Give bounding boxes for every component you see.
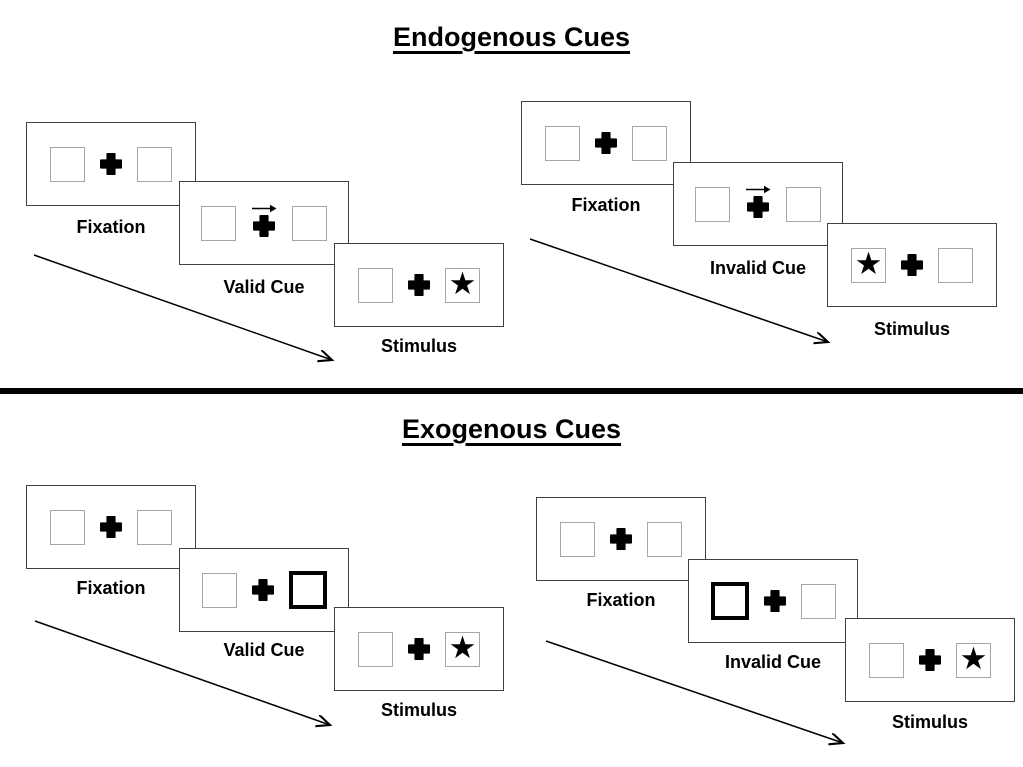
left-placeholder-box [50,509,85,545]
left-placeholder-box [201,572,237,608]
right-placeholder-box [786,186,821,222]
valid-cue-label: Valid Cue [223,277,305,297]
section-divider [0,388,1023,394]
left-target-box: ★ [851,245,886,283]
endogenous-valid-cue-panel [179,181,349,265]
invalid-cue-label: Invalid Cue [724,652,822,672]
valid-cue-label: Valid Cue [223,640,305,660]
left-placeholder-box [560,521,595,557]
left-placeholder-box [695,186,730,222]
fixation-cross-icon [747,195,769,218]
left-highlighted-cue-box [710,582,749,620]
time-arrow-icon [33,254,340,366]
endogenous-valid-fixation-panel [26,122,196,206]
right-placeholder-box [137,509,172,545]
endogenous-section-title: Endogenous Cues [392,22,630,52]
time-arrow-icon [34,620,341,730]
fixation-label: Fixation [586,590,656,610]
right-target-box: ★ [956,640,991,678]
endogenous-invalid-stimulus-panel: ★ [827,223,997,307]
exogenous-invalid-stimulus-panel: ★ [845,618,1015,702]
fixation-cross-icon [901,254,923,276]
fixation-cross-icon [408,638,430,660]
star-stimulus-icon: ★ [854,245,883,282]
left-placeholder-box [201,205,236,241]
right-placeholder-box [632,125,667,161]
right-placeholder-box [938,247,973,283]
fixation-label: Fixation [571,195,641,215]
stimulus-label: Stimulus [380,336,457,356]
exogenous-valid-stimulus-panel: ★ [334,607,504,691]
left-placeholder-box [50,146,85,182]
right-placeholder-box [647,521,682,557]
fixation-cross-icon [251,579,274,601]
time-arrow-icon [529,238,836,348]
stimulus-label: Stimulus [380,700,457,720]
left-placeholder-box [545,125,580,161]
right-placeholder-box [137,146,172,182]
stimulus-label: Stimulus [873,319,950,339]
star-stimulus-icon: ★ [448,629,477,666]
left-placeholder-box [358,267,393,303]
endogenous-invalid-cue-panel [673,162,843,246]
arrow-cue-icon [746,185,771,193]
right-placeholder-box [800,583,836,619]
fixation-cross-icon [408,274,430,296]
exogenous-valid-cue-panel [179,548,349,632]
fixation-label: Fixation [76,578,146,598]
star-stimulus-icon: ★ [959,640,988,677]
exogenous-invalid-cue-panel [688,559,858,643]
right-placeholder-box [292,205,327,241]
fixation-label: Fixation [76,217,146,237]
star-stimulus-icon: ★ [448,265,477,302]
time-arrow-icon [545,640,852,748]
arrow-cue-icon [252,204,277,212]
endogenous-valid-stimulus-panel: ★ [334,243,504,327]
fixation-cross-icon [100,153,122,175]
fixation-cross-icon [100,516,122,538]
fixation-cross-icon [595,132,617,154]
exogenous-section-title: Exogenous Cues [401,414,622,444]
exogenous-invalid-fixation-panel [536,497,706,581]
left-placeholder-box [358,631,393,667]
invalid-cue-label: Invalid Cue [709,258,807,278]
right-highlighted-cue-box [288,571,327,609]
stimulus-label: Stimulus [891,712,968,732]
right-target-box: ★ [445,265,480,303]
endogenous-invalid-fixation-panel [521,101,691,185]
fixation-cross-icon [253,214,275,237]
fixation-cross-icon [610,528,632,550]
fixation-cross-icon [763,590,786,612]
fixation-cross-icon [919,649,941,671]
exogenous-valid-fixation-panel [26,485,196,569]
left-placeholder-box [869,642,904,678]
right-target-box: ★ [445,629,480,667]
